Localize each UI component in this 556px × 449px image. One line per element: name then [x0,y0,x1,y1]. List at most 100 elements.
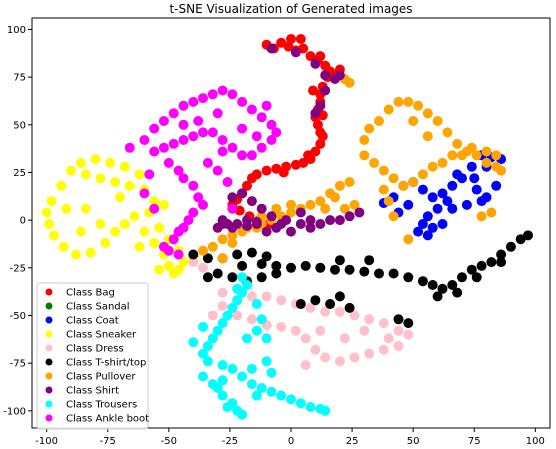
data-point [403,199,414,210]
y-tick-label: -50 [10,311,26,322]
data-point [303,150,314,161]
data-point [202,356,213,367]
data-point [71,249,81,260]
data-point [207,127,218,138]
legend-entry: Class Shirt [45,386,119,397]
x-tick-label: 75 [468,436,481,447]
legend-marker [45,302,53,310]
data-point [422,211,433,222]
data-point [422,230,433,241]
data-point [246,291,257,302]
data-point [56,180,67,191]
data-point [246,247,257,258]
data-point [139,188,150,199]
data-point [417,219,428,229]
data-point [286,226,296,237]
data-point [212,268,223,279]
legend-marker [45,344,53,352]
data-point [417,184,428,195]
data-point [173,264,184,275]
data-point [476,211,487,222]
data-point [364,348,375,359]
data-point [261,226,272,237]
data-point [242,220,252,231]
data-point [330,192,340,203]
legend-entry: Class Trousers [45,400,137,411]
data-point [403,329,414,340]
data-point [481,192,492,203]
data-point [198,199,208,210]
data-point [237,150,248,161]
y-tick-label: 75 [13,73,26,84]
data-point [290,159,301,170]
data-point [496,257,507,268]
legend-label: Class Sneaker [66,330,137,341]
data-point [388,173,399,184]
data-point [266,119,277,130]
data-point [457,150,467,161]
data-point [75,226,86,237]
data-point [330,264,340,275]
x-tick-label: 0 [288,436,294,447]
data-point [320,70,331,81]
data-point [246,150,257,161]
data-point [232,310,243,321]
data-point [344,302,355,313]
data-point [90,154,101,165]
data-point [44,219,55,229]
data-point [334,356,345,367]
data-point [364,255,375,266]
data-point [168,234,179,245]
y-tick-label: -100 [3,406,26,417]
data-point [388,268,399,279]
data-point [178,173,189,184]
data-point [315,262,326,273]
y-tick-label: -75 [10,359,26,370]
data-point [447,150,458,161]
series-3 [41,154,199,279]
data-point [422,108,433,119]
data-point [212,165,223,176]
data-point [251,217,262,227]
data-point [149,146,160,157]
data-point [271,163,282,174]
data-point [207,379,218,390]
data-point [466,264,477,275]
data-point [317,131,328,142]
data-point [202,157,213,168]
data-point [364,314,375,325]
data-point [139,135,150,145]
data-point [334,306,345,317]
data-point [139,226,150,237]
data-point [276,321,287,332]
data-point [149,203,160,214]
data-point [168,108,179,119]
data-point [49,230,59,241]
data-point [61,203,72,214]
data-point [242,280,252,290]
data-point [359,325,370,336]
data-point [413,100,424,111]
data-point [295,299,306,309]
data-point [188,249,199,260]
data-point [129,211,140,222]
data-point [378,318,389,329]
legend-marker [45,316,53,324]
data-point [417,169,428,180]
data-point [320,203,331,214]
data-point [232,249,243,260]
data-point [388,211,399,222]
data-point [320,405,331,416]
legend-marker [45,414,53,422]
legend-entry: Class Dress [45,344,124,355]
data-point [393,96,404,107]
data-point [256,112,267,123]
data-point [286,199,296,210]
legend-entry: Class Bag [45,288,115,299]
data-point [320,306,331,317]
series-5 [188,230,533,329]
data-point [374,268,384,279]
data-point [124,142,135,153]
data-point [452,287,463,298]
data-point [188,337,199,348]
